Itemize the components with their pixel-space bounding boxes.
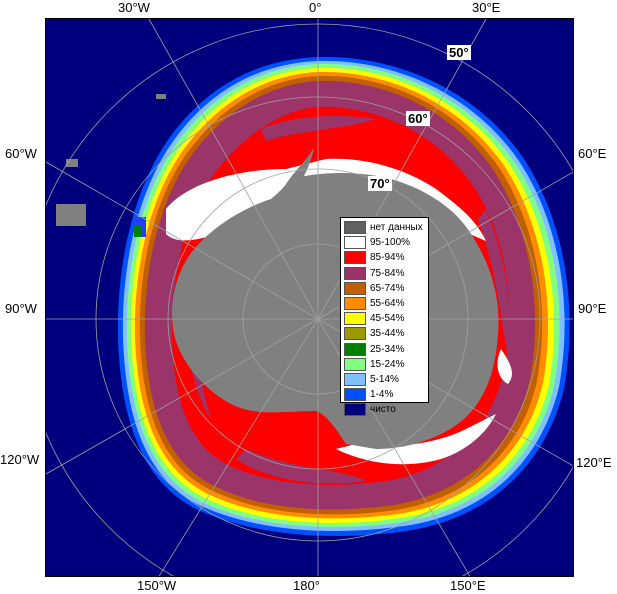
antarctic-peninsula xyxy=(286,147,314,187)
legend-item: 45-54% xyxy=(344,311,425,326)
lon-label-180: 180° xyxy=(293,578,320,593)
ice-patch-75-84 xyxy=(261,116,376,141)
no-data-patch xyxy=(156,94,166,99)
ice-band-95-100 xyxy=(336,414,496,465)
legend-item: 75-84% xyxy=(344,266,425,281)
legend-swatch xyxy=(344,388,366,402)
ice-band-95-100 xyxy=(497,349,512,384)
legend-label: 25-34% xyxy=(370,343,405,355)
lon-label-90w: 90°W xyxy=(5,301,37,316)
legend-item: 35-44% xyxy=(344,326,425,341)
legend-item: 95-100% xyxy=(344,235,425,250)
ice-patch-75-84 xyxy=(236,449,366,484)
legend-label: 95-100% xyxy=(370,237,411,249)
legend-label: 1-4% xyxy=(370,389,394,401)
legend-item: 55-64% xyxy=(344,296,425,311)
legend-item: 85-94% xyxy=(344,250,425,265)
meridians xyxy=(46,19,573,576)
meridian-120w xyxy=(46,318,319,475)
map-legend: нет данных 95-100% 85-94% 75-84% 65-74% 55-64… xyxy=(340,217,429,417)
legend-item: 65-74% xyxy=(344,281,425,296)
lat-label-50: 50° xyxy=(447,45,471,60)
lon-label-0: 0° xyxy=(309,0,322,15)
sea-ice-concentration-map xyxy=(46,19,573,576)
legend-swatch xyxy=(344,236,366,250)
legend-swatch xyxy=(344,221,366,235)
legend-label: 55-64% xyxy=(370,298,405,310)
legend-swatch xyxy=(344,251,366,265)
legend-item: 15-24% xyxy=(344,357,425,372)
no-data-patch xyxy=(56,204,86,226)
lon-label-60w: 60°W xyxy=(5,146,37,161)
lat-label-60: 60° xyxy=(406,111,430,126)
legend-label: 15-24% xyxy=(370,358,405,370)
legend-swatch xyxy=(344,297,366,311)
legend-swatch xyxy=(344,312,366,326)
legend-item: чисто xyxy=(344,402,425,417)
ice-patch-25-34 xyxy=(134,225,141,237)
meridian-150w xyxy=(158,318,319,576)
lon-label-120w: 120°W xyxy=(0,452,40,467)
legend-swatch xyxy=(344,281,366,295)
lon-label-90e: 90°E xyxy=(578,301,607,316)
meridian-60w xyxy=(46,161,319,320)
lat-label-70: 70° xyxy=(368,176,392,191)
ice-patch-75-84 xyxy=(478,209,510,359)
lon-label-30e: 30°E xyxy=(472,0,501,15)
legend-label: 75-84% xyxy=(370,267,405,279)
legend-label: чисто xyxy=(370,404,396,416)
legend-label: 85-94% xyxy=(370,252,405,264)
legend-label: 65-74% xyxy=(370,282,405,294)
legend-label: 45-54% xyxy=(370,313,405,325)
lon-label-150e: 150°E xyxy=(450,578,486,593)
lon-label-120e: 120°E xyxy=(576,455,612,470)
no-data-patch xyxy=(66,159,78,167)
legend-item: 1-4% xyxy=(344,387,425,402)
map-frame: 50° 60° 70° xyxy=(45,18,574,577)
legend-swatch xyxy=(344,403,366,417)
legend-item: 25-34% xyxy=(344,342,425,357)
legend-label: нет данных xyxy=(370,222,423,234)
lon-label-60e: 60°E xyxy=(578,146,607,161)
legend-item: нет данных xyxy=(344,220,425,235)
legend-swatch xyxy=(344,357,366,371)
legend-swatch xyxy=(344,327,366,341)
lon-label-30w: 30°W xyxy=(118,0,150,15)
legend-label: 5-14% xyxy=(370,373,399,385)
legend-label: 35-44% xyxy=(370,328,405,340)
legend-swatch xyxy=(344,266,366,280)
meridian-30w xyxy=(148,19,319,320)
lon-label-150w: 150°W xyxy=(137,578,177,593)
legend-item: 5-14% xyxy=(344,372,425,387)
legend-swatch xyxy=(344,372,366,386)
legend-swatch xyxy=(344,342,366,356)
